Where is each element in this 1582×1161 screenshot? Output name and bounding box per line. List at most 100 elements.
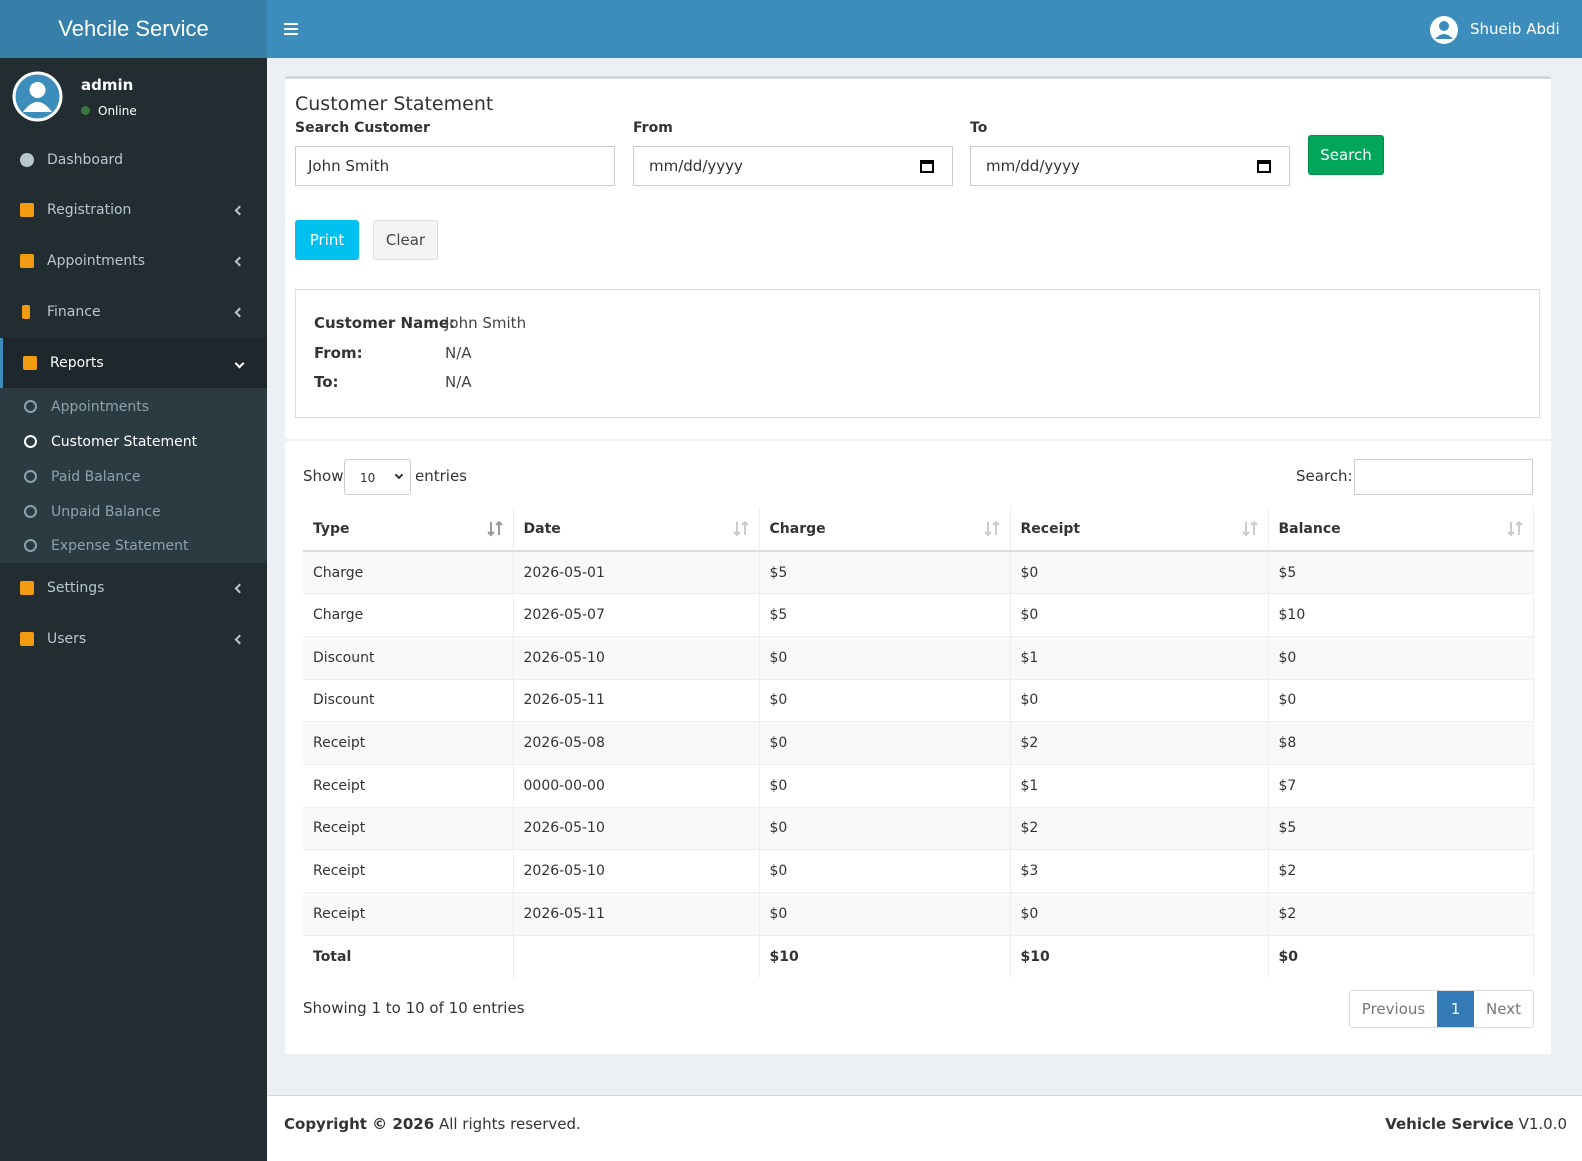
table-cell: Receipt xyxy=(303,806,514,850)
length-label: entries xyxy=(415,467,467,485)
sidebar: admin Online Dashboard Registration Appo… xyxy=(0,58,267,1161)
submenu-item[interactable]: Appointments xyxy=(0,389,267,424)
sidebar-user: admin xyxy=(81,76,134,94)
sort-icon[interactable] xyxy=(1506,521,1523,537)
table-cell: Charge xyxy=(303,550,514,594)
table-cell: $0 xyxy=(759,635,1011,680)
table-cell: 2026-05-01 xyxy=(513,550,760,594)
summary-value: John Smith xyxy=(445,314,527,332)
table-cell: Receipt xyxy=(303,763,514,808)
to-date-input[interactable]: mm/dd/yyyy xyxy=(970,146,1290,186)
table-cell: Discount xyxy=(303,678,514,722)
calendar-icon[interactable] xyxy=(1257,159,1271,173)
table-info: Showing 1 to 10 of 10 entries xyxy=(303,999,525,1017)
prev-button[interactable]: Previous xyxy=(1361,1000,1426,1018)
top-bar: Shueib Abdi xyxy=(267,0,1582,58)
menu-item[interactable]: Registration xyxy=(0,185,267,235)
menu-item[interactable]: Appointments xyxy=(0,236,267,286)
column-title: Date xyxy=(523,520,561,537)
summary-value: N/A xyxy=(445,343,472,362)
footer: Copyright © 2026 All rights reserved. Ve… xyxy=(267,1095,1582,1161)
user-name[interactable]: Shueib Abdi xyxy=(1470,20,1560,38)
sort-icon[interactable] xyxy=(1241,521,1258,537)
table-search-input[interactable] xyxy=(1354,459,1533,495)
next-button[interactable]: Next xyxy=(1486,1000,1521,1018)
version: Vehicle Service V1.0.0 xyxy=(1385,1115,1567,1133)
box-title: Customer Statement xyxy=(295,93,494,115)
table-cell: $2 xyxy=(1010,721,1269,765)
summary-label: Customer Name: xyxy=(314,314,455,332)
calendar-icon[interactable] xyxy=(920,159,934,173)
length-label: Show xyxy=(303,467,344,485)
submenu-item[interactable]: Unpaid Balance xyxy=(0,494,267,529)
placeholder: mm/dd/yyyy xyxy=(986,157,1080,175)
menu-label: Registration xyxy=(47,202,132,218)
submenu-item[interactable]: Paid Balance xyxy=(0,459,267,494)
clear-button[interactable]: Clear xyxy=(373,220,438,260)
table-cell: $0 xyxy=(1010,593,1269,637)
table-row: Receipt 2026-05-10 $0 $2 $5 xyxy=(303,806,1534,850)
table-cell: $0 xyxy=(1010,678,1269,722)
menu-item[interactable]: Finance xyxy=(0,287,267,337)
table-cell: $5 xyxy=(759,593,1011,637)
table-cell: $5 xyxy=(1268,806,1534,850)
table-cell: $8 xyxy=(1268,721,1534,765)
table-row: Charge 2026-05-07 $5 $0 $10 xyxy=(303,593,1534,637)
table-row: Receipt 2026-05-11 $0 $0 $2 xyxy=(303,892,1534,936)
from-date-input[interactable]: mm/dd/yyyy xyxy=(633,146,953,186)
field-label: Search Customer xyxy=(295,120,430,136)
sort-icon[interactable] xyxy=(732,521,749,537)
submenu-label: Expense Statement xyxy=(51,537,189,554)
column-title: Balance xyxy=(1278,520,1341,537)
table-cell: $5 xyxy=(759,550,1011,594)
column-header[interactable]: Balance xyxy=(1268,507,1534,552)
submenu-label: Customer Statement xyxy=(51,433,198,450)
table-cell: 2026-05-11 xyxy=(513,678,760,722)
sort-icon[interactable] xyxy=(983,521,1000,537)
length-select[interactable]: 10 xyxy=(344,459,411,495)
table-cell: $0 xyxy=(759,849,1011,893)
table-cell: $2 xyxy=(1268,892,1534,936)
column-title: Charge xyxy=(769,520,826,537)
table-row: Receipt 2026-05-10 $0 $3 $2 xyxy=(303,849,1534,893)
table-cell: $10 xyxy=(1268,593,1534,637)
submenu-item-active[interactable]: Customer Statement xyxy=(0,424,267,459)
menu-label: Settings xyxy=(47,580,105,596)
search-customer-input[interactable]: John Smith xyxy=(295,146,615,186)
table-cell: Discount xyxy=(303,635,514,680)
table-cell: $1 xyxy=(1010,635,1269,680)
submenu-label: Paid Balance xyxy=(51,468,141,485)
sort-icon[interactable] xyxy=(486,521,503,537)
print-button[interactable]: Print xyxy=(295,220,359,260)
menu-item-active[interactable]: Reports xyxy=(0,338,267,388)
brand[interactable]: Vehcile Service xyxy=(0,0,267,58)
table-cell: $0 xyxy=(759,678,1011,722)
table-cell: 2026-05-10 xyxy=(513,806,760,850)
menu-item[interactable]: Dashboard xyxy=(0,135,267,185)
total-cell: $10 xyxy=(759,934,1011,978)
status-dot xyxy=(81,106,90,115)
menu-label: Finance xyxy=(47,304,101,320)
submenu-item[interactable]: Expense Statement xyxy=(0,528,267,563)
menu-item[interactable]: Users xyxy=(0,614,267,664)
table-cell: Receipt xyxy=(303,892,514,936)
column-header[interactable]: Charge xyxy=(759,507,1011,552)
table-cell: $0 xyxy=(1010,892,1269,936)
divider xyxy=(285,439,1551,441)
total-cell: $10 xyxy=(1010,934,1269,978)
menu-toggle[interactable] xyxy=(284,23,298,35)
search-button[interactable]: Search xyxy=(1308,135,1384,175)
table-cell: $0 xyxy=(759,763,1011,808)
menu-item[interactable]: Settings xyxy=(0,563,267,613)
user-avatar[interactable] xyxy=(1429,15,1459,45)
content-box: Customer Statement Search Customer John … xyxy=(285,76,1551,1054)
column-header[interactable]: Date xyxy=(513,507,760,552)
status: Online xyxy=(98,104,137,118)
submenu xyxy=(0,388,267,563)
menu-label: Appointments xyxy=(47,253,146,269)
column-header[interactable]: Receipt xyxy=(1010,507,1269,552)
table-cell: $0 xyxy=(759,806,1011,850)
column-header[interactable]: Type xyxy=(303,507,514,552)
page-button[interactable]: 1 xyxy=(1437,991,1474,1027)
